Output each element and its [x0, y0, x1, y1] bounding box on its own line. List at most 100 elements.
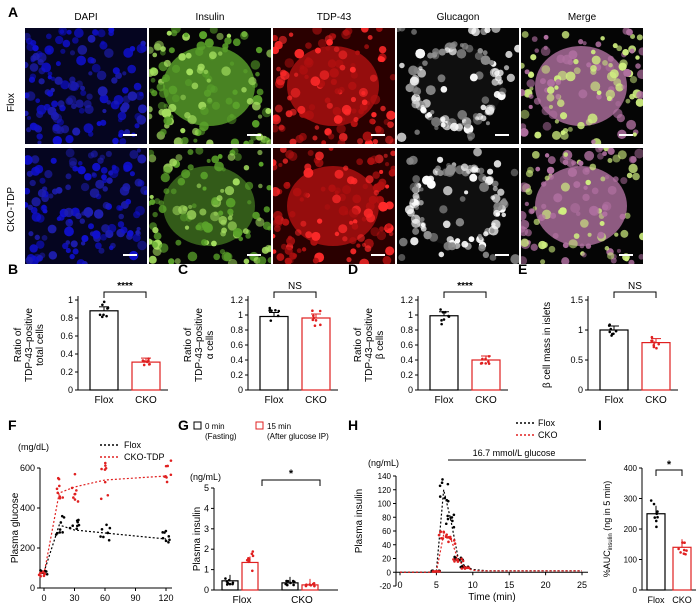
y-tick-label: 0: [68, 385, 73, 395]
y-tick-label: 0.4: [400, 355, 413, 365]
data-point: [443, 310, 447, 314]
scale-bar: [123, 254, 137, 256]
data-point: [226, 581, 230, 585]
data-point: [487, 360, 490, 364]
x-tick-label-cko: CKO: [475, 395, 497, 406]
data-point: [318, 309, 322, 313]
data-point: [655, 525, 658, 529]
legend-label-15min: 15 min: [267, 422, 291, 431]
y-tick-label: 0.8: [230, 325, 243, 335]
data-point: [41, 570, 45, 573]
y-tick-label: 0.6: [400, 340, 413, 350]
data-point: [228, 582, 232, 586]
data-point: [148, 362, 151, 366]
column-head-insulin: Insulin: [195, 12, 225, 23]
data-point: [463, 566, 467, 570]
data-point: [72, 496, 75, 499]
ylabel-line: TDP-43–positive: [194, 308, 205, 382]
y-tick-label: 0: [204, 585, 209, 595]
y-tick-label: 4: [204, 503, 209, 513]
data-point: [683, 541, 686, 545]
panel-b-letter: B: [8, 262, 18, 277]
significance-label: NS: [288, 281, 302, 292]
data-point: [73, 472, 77, 476]
data-point: [106, 307, 109, 310]
data-point: [169, 459, 173, 462]
x-tick-label: 60: [100, 593, 110, 603]
panel-i-letter: I: [598, 418, 602, 433]
data-point: [104, 464, 107, 467]
data-point: [285, 583, 289, 587]
legend-swatch-0min: [193, 421, 202, 430]
y-tick-label: 100: [378, 500, 392, 509]
micrograph-cko-tdp-merge: [521, 148, 643, 264]
data-point: [291, 579, 295, 583]
y-tick-label: 200: [624, 525, 638, 534]
y-tick-label: 0.6: [230, 340, 243, 350]
data-point: [100, 527, 104, 531]
row-label-flox: Flox: [6, 93, 17, 112]
data-point: [161, 531, 164, 534]
y-tick-label: 0.2: [60, 367, 73, 377]
data-point: [308, 583, 311, 586]
panel-i: I %AUCinsulin (ng in 5 min) 0 100 200 300 400 F…: [598, 418, 696, 605]
x-tick-label: 0: [397, 580, 402, 590]
panel-c: C Ratio of TDP-43–positive α cells 0 0.2 0.4 0.…: [178, 262, 338, 406]
data-point: [106, 493, 110, 497]
significance-label: NS: [628, 281, 642, 292]
data-point: [682, 552, 686, 555]
data-point: [277, 309, 281, 313]
data-point: [481, 357, 484, 361]
bar-flox-0: [221, 580, 239, 591]
data-point: [685, 549, 688, 552]
data-point: [108, 526, 112, 530]
scale-bar: [123, 134, 137, 136]
data-point: [42, 574, 46, 578]
data-point: [167, 535, 171, 538]
data-point: [71, 524, 75, 528]
data-point: [106, 531, 109, 535]
scale-bar: [619, 254, 633, 256]
scale-bar: [247, 254, 261, 256]
data-point: [58, 528, 62, 531]
y-tick-label: 1: [204, 565, 209, 575]
data-point: [56, 531, 59, 535]
panel-d: D Ratio of TDP-43–positive β cells 0 0.2 0.4 0.…: [348, 262, 508, 406]
unit-label: (ng/mL): [190, 472, 221, 482]
data-point: [484, 357, 487, 361]
y-tick-label: 0: [578, 385, 583, 395]
data-point: [447, 315, 451, 318]
data-point: [649, 499, 653, 502]
column-head-glucagon: Glucagon: [436, 12, 480, 23]
series-line-flox: [43, 524, 167, 573]
y-tick-label: 3: [204, 524, 209, 534]
data-point: [312, 316, 316, 320]
data-point: [285, 579, 288, 583]
data-point: [56, 491, 60, 495]
data-point: [40, 571, 43, 575]
data-point: [167, 540, 170, 544]
x-tick-label: 25: [577, 580, 587, 590]
data-point: [245, 558, 249, 562]
y-tick-label: 2: [204, 544, 209, 554]
significance-label: *: [289, 468, 294, 480]
y-tick-label: 100: [624, 556, 638, 565]
data-point: [168, 538, 171, 542]
row-label-cko: CKO-TDP: [6, 187, 17, 232]
data-point: [487, 354, 491, 358]
unit-label: (mg/dL): [18, 442, 49, 452]
y-tick-label: 0: [30, 583, 35, 593]
x-tick-label-cko: CKO: [672, 595, 692, 605]
data-point: [75, 527, 79, 531]
ylabel-line: total cells: [35, 324, 46, 366]
panel-g: G 0 min(Fasting) 15 min(After glucose IP) (…: [178, 418, 338, 606]
y-tick-label: 0.5: [570, 355, 583, 365]
significance-bracket: [103, 291, 147, 298]
data-point: [70, 486, 74, 490]
data-point: [105, 523, 108, 527]
data-point: [58, 495, 62, 498]
data-point: [614, 329, 618, 333]
data-point: [312, 582, 316, 585]
x-tick-label: 20: [541, 580, 551, 590]
data-point: [61, 496, 65, 499]
